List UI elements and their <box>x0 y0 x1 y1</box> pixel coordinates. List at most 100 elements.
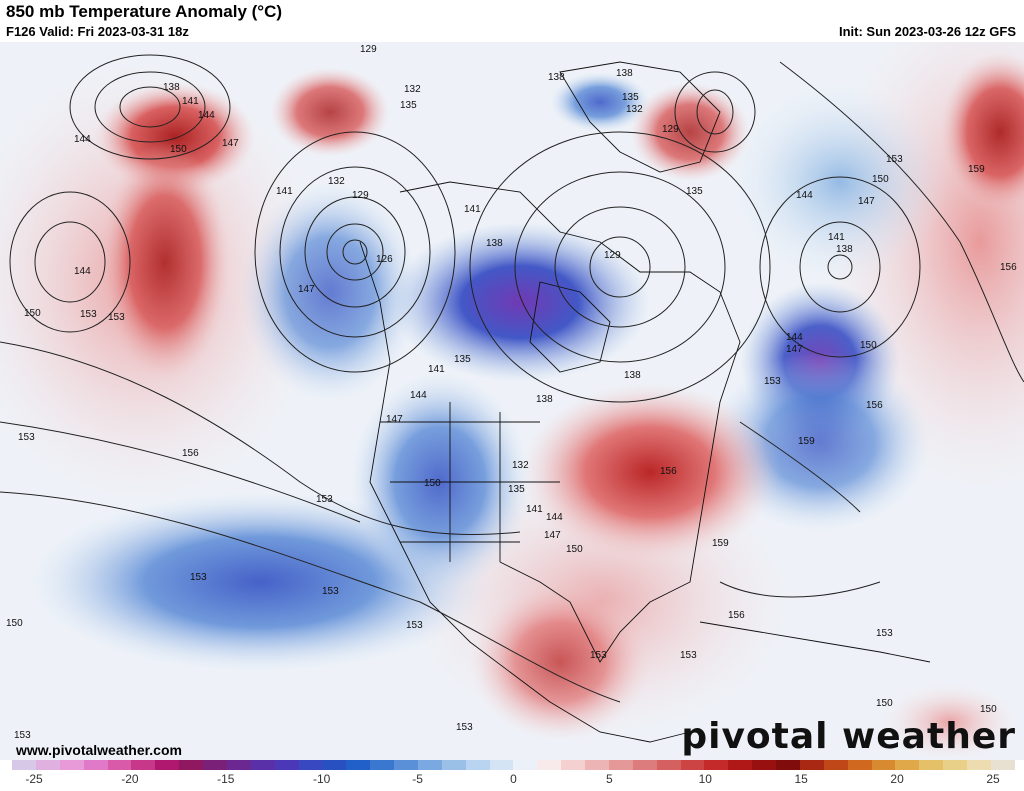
page-title: 850 mb Temperature Anomaly (°C) <box>6 2 283 21</box>
colorbar-tick-label: 20 <box>890 772 904 786</box>
colorbar-swatch <box>465 760 490 770</box>
contour-label: 147 <box>858 196 875 207</box>
contour-label: 153 <box>18 432 35 443</box>
contour-label: 153 <box>886 154 903 165</box>
colorbar-swatch <box>417 760 442 770</box>
contour-label: 156 <box>660 466 677 477</box>
colorbar-swatch <box>823 760 848 770</box>
colorbar-swatch <box>298 760 323 770</box>
contour-label: 156 <box>728 610 745 621</box>
contour-label: 153 <box>80 309 97 320</box>
colorbar-strip <box>12 760 1015 770</box>
contour-label: 147 <box>786 344 803 355</box>
contour-label: 138 <box>624 370 641 381</box>
contour-label: 153 <box>764 376 781 387</box>
colorbar-swatch <box>441 760 466 770</box>
brand-logo: pivotal weather <box>681 716 1016 757</box>
contour-label: 159 <box>798 436 815 447</box>
colorbar-swatch <box>226 760 251 770</box>
colorbar-swatch <box>489 760 514 770</box>
contour-label: 156 <box>182 448 199 459</box>
colorbar-swatch <box>322 760 347 770</box>
colorbar-swatch <box>83 760 108 770</box>
colorbar-swatch <box>346 760 371 770</box>
contour-label: 156 <box>1000 262 1017 273</box>
contour-label: 144 <box>796 190 813 201</box>
contour-label: 150 <box>872 174 889 185</box>
colorbar-swatch <box>943 760 967 770</box>
contour-label: 138 <box>836 244 853 255</box>
colorbar-tick-label: -10 <box>313 772 331 786</box>
contour-label: 159 <box>968 164 985 175</box>
colorbar-swatch <box>561 760 585 770</box>
contour-label: 153 <box>322 586 339 597</box>
contour-label: 153 <box>190 572 207 583</box>
colorbar-swatch <box>59 760 84 770</box>
colorbar-swatch <box>394 760 418 770</box>
colorbar-swatch <box>704 760 729 770</box>
colorbar-tick-label: -5 <box>412 772 423 786</box>
contour-label: 153 <box>456 722 473 733</box>
contour-label: 135 <box>454 354 471 365</box>
colorbar-swatch <box>585 760 609 770</box>
contour-label: 153 <box>108 312 125 323</box>
contour-label: 138 <box>163 82 180 93</box>
colorbar-tick-label: 0 <box>510 772 517 786</box>
colorbar-swatch <box>847 760 872 770</box>
valid-time: F126 Valid: Fri 2023-03-31 18z <box>6 24 189 39</box>
contour-label: 141 <box>464 204 481 215</box>
contour-label: 141 <box>182 96 199 107</box>
contour-label: 150 <box>876 698 893 709</box>
contour-label: 147 <box>386 414 403 425</box>
colorbar-swatch <box>680 760 705 770</box>
colorbar-tick-label: -25 <box>25 772 43 786</box>
contour-label: 144 <box>546 512 563 523</box>
anomaly-map: 129 138 141 144 147 150 153 132 135 138 … <box>0 42 1024 760</box>
map-canvas: 129 138 141 144 147 150 153 132 135 138 … <box>0 42 1024 760</box>
contour-label: 150 <box>6 618 23 629</box>
contour-label: 144 <box>410 390 427 401</box>
colorbar-swatch <box>895 760 920 770</box>
colorbar-swatch <box>370 760 394 770</box>
contour-label: 138 <box>536 394 553 405</box>
contour-label: 147 <box>222 138 239 149</box>
colorbar-tick-label: -20 <box>121 772 139 786</box>
colorbar-tick-label: -15 <box>217 772 235 786</box>
contour-label: 135 <box>400 100 417 111</box>
colorbar-tick-label: 10 <box>698 772 712 786</box>
colorbar-swatch <box>967 760 991 770</box>
colorbar-swatch <box>752 760 776 770</box>
colorbar-swatch <box>656 760 681 770</box>
contour-label: 138 <box>616 68 633 79</box>
colorbar-swatch <box>632 760 657 770</box>
colorbar-swatch <box>799 760 824 770</box>
contour-label: 150 <box>566 544 583 555</box>
colorbar-tick-label: 25 <box>986 772 1000 786</box>
contour-label: 156 <box>866 400 883 411</box>
height-contours <box>0 54 1024 703</box>
contour-label: 153 <box>680 650 697 661</box>
colorbar-swatch <box>537 760 562 770</box>
contour-label: 135 <box>686 186 703 197</box>
contour-label: 132 <box>404 84 421 95</box>
contour-label: 129 <box>662 124 679 135</box>
contour-label: 129 <box>360 44 377 55</box>
contour-label: 141 <box>526 504 543 515</box>
contour-label: 150 <box>170 144 187 155</box>
colorbar-swatch <box>776 760 800 770</box>
contour-label: 147 <box>544 530 561 541</box>
colorbar-swatch <box>274 760 299 770</box>
init-time: Init: Sun 2023-03-26 12z GFS <box>838 24 1016 39</box>
contour-label: 135 <box>508 484 525 495</box>
contour-label: 129 <box>352 190 369 201</box>
contour-label: 153 <box>14 730 31 741</box>
colorbar-swatch <box>107 760 132 770</box>
contour-label: 129 <box>604 250 621 261</box>
colorbar: -25 -20 -15 -10 -5 0 5 10 15 20 25 <box>12 760 1015 791</box>
contour-label: 153 <box>590 650 607 661</box>
colorbar-swatch <box>990 760 1015 770</box>
colorbar-tick-label: 15 <box>794 772 808 786</box>
header-bar: 850 mb Temperature Anomaly (°C) F126 Val… <box>0 0 1024 42</box>
colorbar-swatch <box>250 760 275 770</box>
